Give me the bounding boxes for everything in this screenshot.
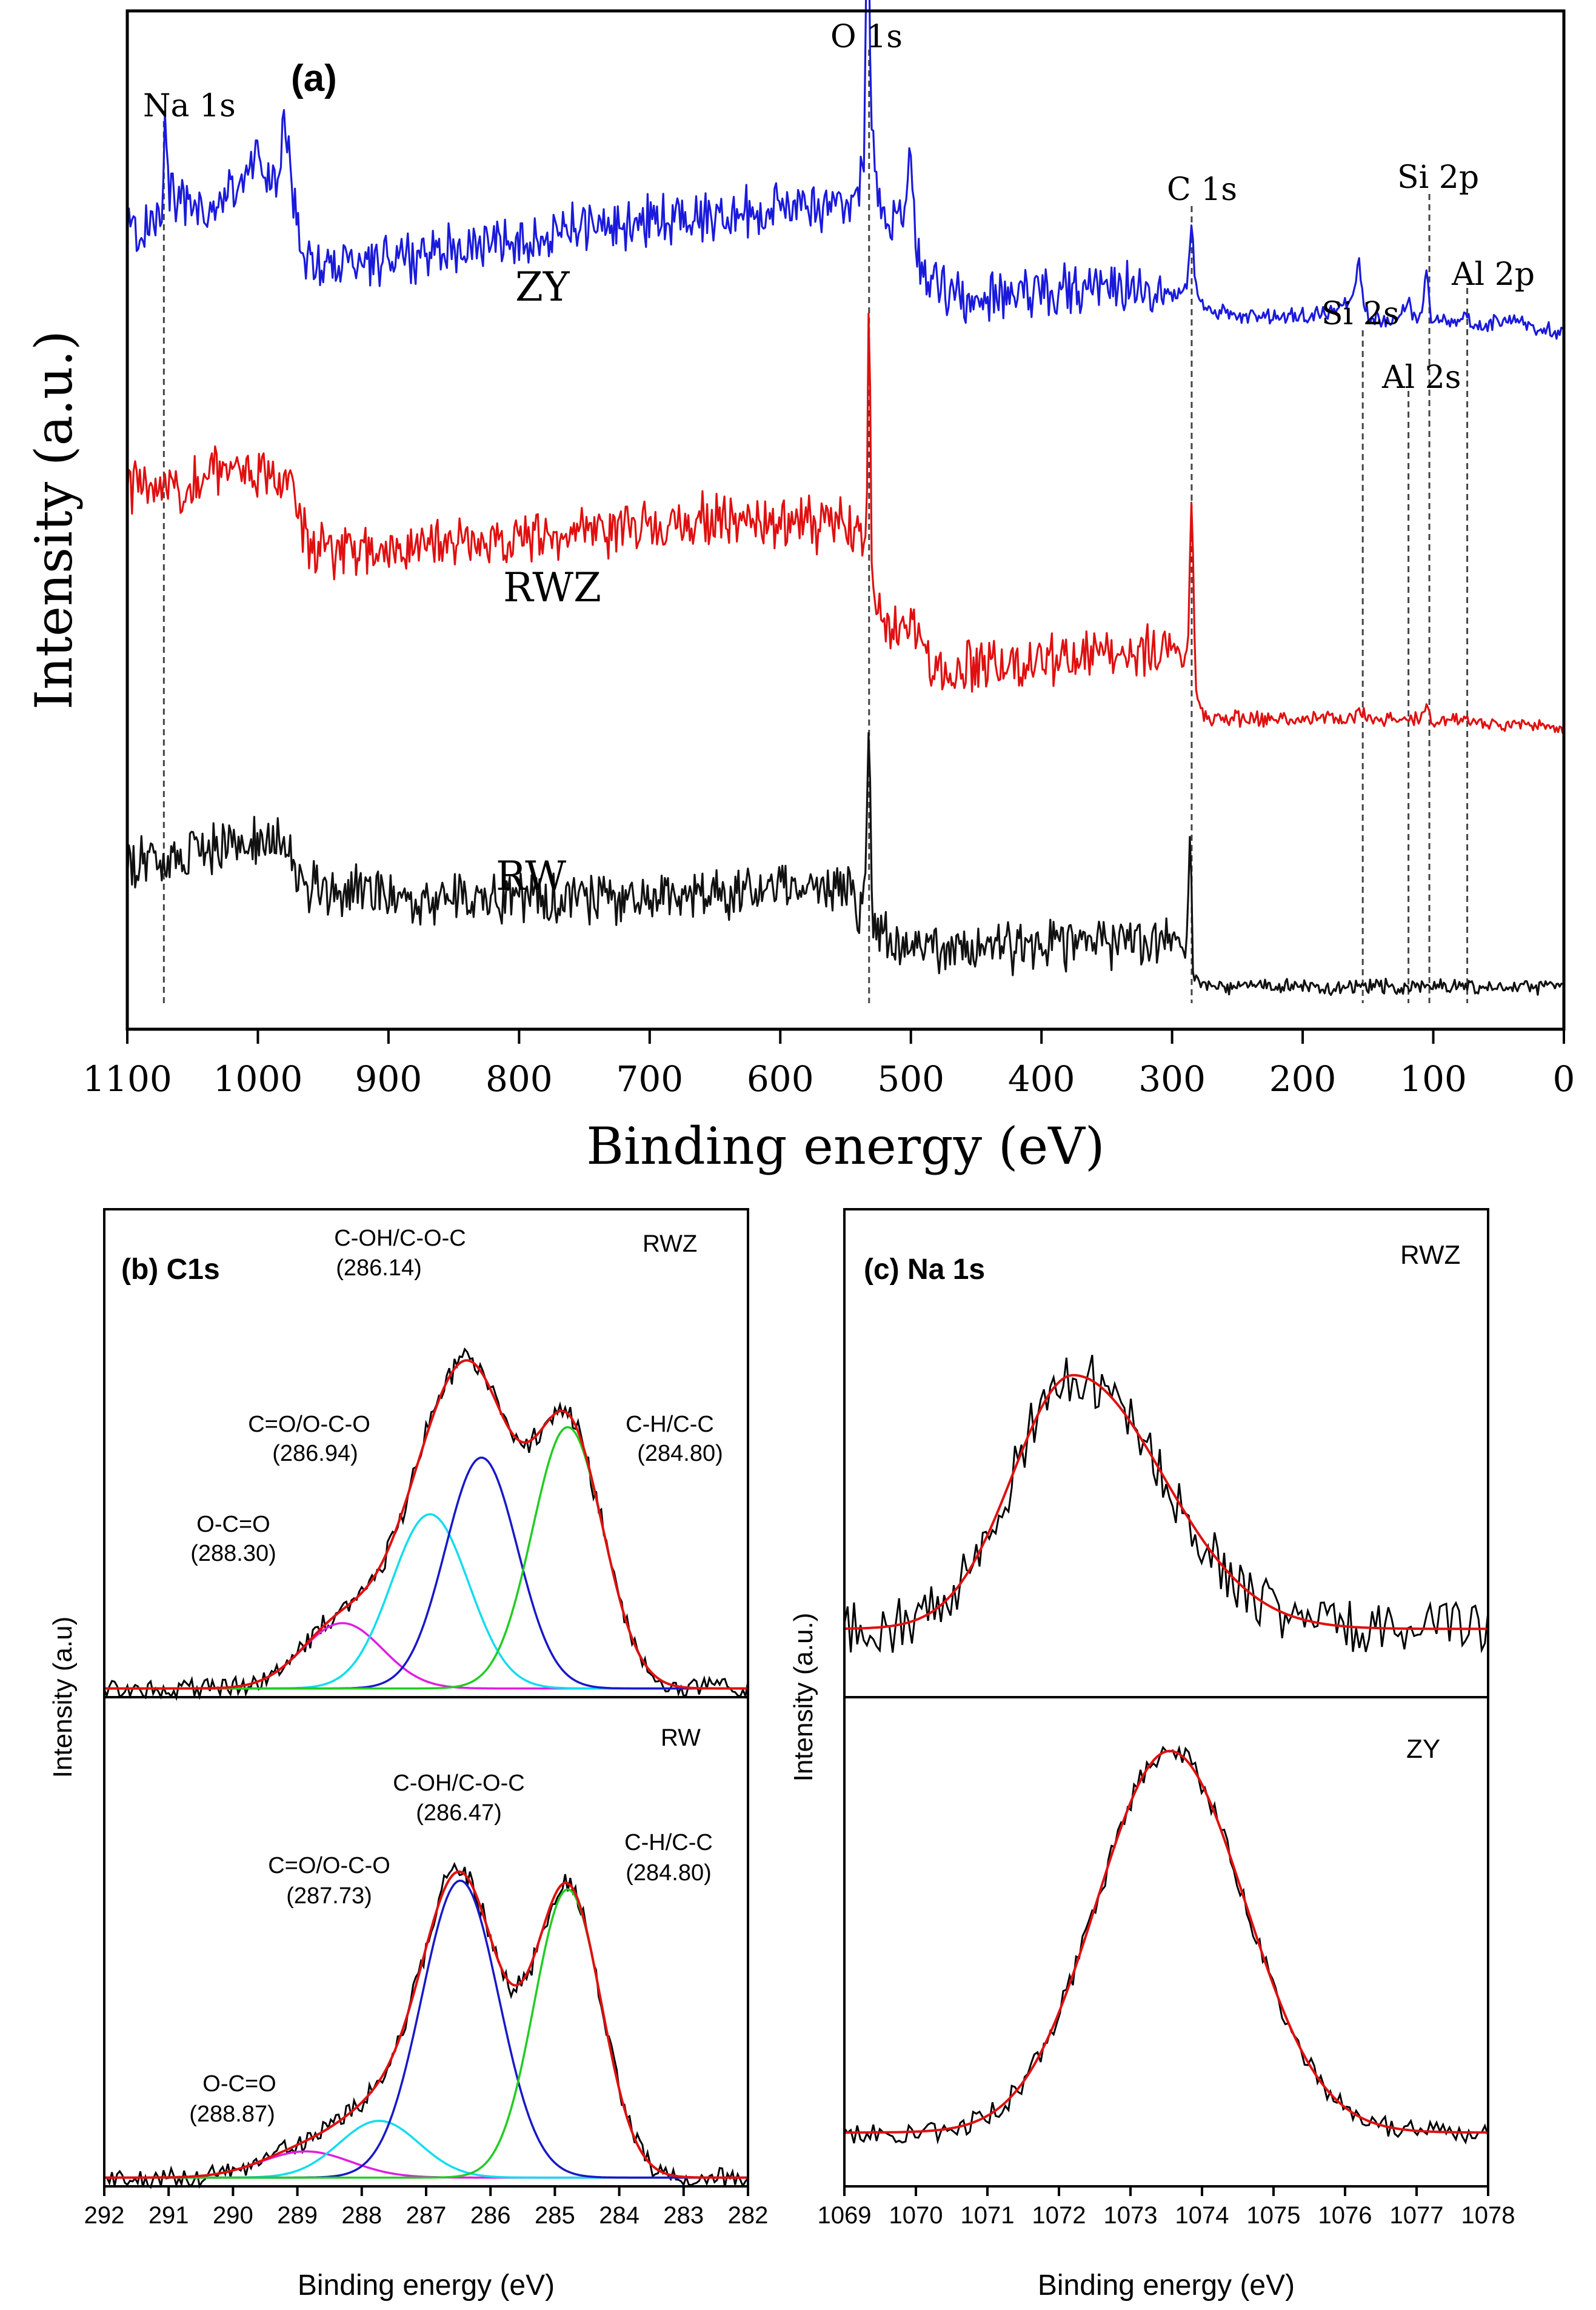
rwz-label-c-oh: C-OH/C-O-C [334, 1226, 466, 1251]
panel-b-x-tick-label-286: 286 [470, 2202, 511, 2229]
rw-value-o-c-eq-o: (288.87) [189, 2101, 275, 2127]
panel-b-x-tick-label-282: 282 [728, 2202, 769, 2229]
rwz-value-o-c-eq-o: (288.30) [190, 1541, 276, 1566]
panel-b-x-tick-label-284: 284 [599, 2202, 639, 2229]
rw-label-o-c-eq-o: O-C=O [202, 2071, 276, 2097]
panel-b-title: (b) C1s [121, 1253, 220, 1286]
panel-a-x-tick-label-500: 500 [877, 1058, 944, 1100]
rwz-label-c-eq-o: C=O/O-C-O [248, 1412, 370, 1437]
panel-a: 1100 1000 900 800 700 600 500 400 300 200 100 0 (a)… [24, 0, 1575, 1176]
panel-c-x-tick-label-1071: 1071 [961, 2202, 1015, 2229]
panel-a-x-tick-label-1000: 1000 [213, 1058, 303, 1100]
panel-a-x-tick-label-700: 700 [616, 1058, 683, 1100]
rwz-value-c-oh: (286.14) [336, 1255, 422, 1281]
peak-label-al-2s: Al 2s [1381, 359, 1461, 396]
panel-c-sample-zy: ZY [1406, 1734, 1440, 1764]
panel-b-x-tick-label-291: 291 [149, 2202, 189, 2229]
series-label-rw: RW [496, 853, 566, 900]
series-line-rw [126, 732, 1563, 996]
panel-a-x-tick-label-1100: 1100 [82, 1058, 172, 1100]
panel-c-x-tick-label-1075: 1075 [1247, 2202, 1301, 2229]
panel-a-series [126, 0, 1564, 996]
series-line-zy [126, 0, 1564, 340]
panel-a-x-tick-label-600: 600 [747, 1058, 814, 1100]
rw-value-c-eq-o: (287.73) [286, 1883, 372, 1909]
rw-value-c-h: (284.80) [626, 1860, 712, 1886]
panel-a-x-tick-label-0: 0 [1553, 1058, 1575, 1100]
panel-c-x-tick-label-1070: 1070 [889, 2202, 943, 2229]
peak-label-na-1s: Na 1s [143, 88, 236, 124]
panel-a-x-tick-label-100: 100 [1400, 1058, 1467, 1100]
panel-c-x-tick-label-1069: 1069 [818, 2202, 872, 2229]
series-label-rwz: RWZ [503, 564, 601, 611]
panel-a-x-axis-label: Binding energy (eV) [586, 1117, 1104, 1176]
panel-a-x-tick-label-200: 200 [1269, 1058, 1337, 1100]
panel-b-x-ticks: 292 291 290 289 288 287 286 285 284 283 282 [84, 2186, 769, 2229]
panel-c-x-ticks: 1069 1070 1071 1072 1073 1074 1075 1076 1077 1078 [818, 2186, 1515, 2229]
rwz-label-c-h: C-H/C-C [626, 1412, 714, 1437]
c1s-rw-envelope-fit [104, 1870, 748, 2179]
panel-b-sample-rwz: RWZ [643, 1230, 697, 1257]
panel-b-x-tick-label-292: 292 [84, 2202, 125, 2229]
panel-c-y-axis-label: Intensity (a.u.) [789, 1613, 818, 1782]
panel-c: 1069 1070 1071 1072 1073 1074 1075 1076 1077 1078… [789, 1208, 1515, 2302]
series-label-zy: ZY [515, 264, 570, 310]
panel-a-x-ticks: 1100 1000 900 800 700 600 500 400 300 200 100 0 [82, 1029, 1575, 1100]
panel-b-x-tick-label-283: 283 [663, 2202, 704, 2229]
na1s-rwz-raw-spectrum [843, 1355, 1489, 1654]
panel-b-x-tick-label-290: 290 [213, 2202, 253, 2229]
panel-b-sample-rw: RW [661, 1724, 701, 1751]
panel-c-title: (c) Na 1s [864, 1253, 985, 1286]
panel-b-x-tick-label-289: 289 [277, 2202, 318, 2229]
panel-c-curves [843, 1355, 1489, 2145]
panel-b-y-axis-label: Intensity (a.u) [48, 1617, 78, 1778]
peak-label-o-1s: O 1s [830, 19, 903, 55]
panel-a-title: (a) [291, 58, 337, 99]
rwz-label-o-c-eq-o: O-C=O [196, 1512, 270, 1537]
rw-label-c-h: C-H/C-C [624, 1830, 713, 1855]
c1s-rwz-envelope-fit [104, 1359, 748, 1690]
peak-label-al-2p: Al 2p [1451, 256, 1535, 293]
rw-label-c-oh: C-OH/C-O-C [393, 1771, 524, 1796]
panel-c-x-tick-label-1073: 1073 [1104, 2202, 1158, 2229]
panel-b-x-tick-label-287: 287 [406, 2202, 447, 2229]
na1s-rwz-fit [844, 1374, 1488, 1631]
rw-value-c-oh: (286.47) [416, 1800, 502, 1826]
panel-c-sample-rwz: RWZ [1400, 1240, 1460, 1270]
panel-b-x-axis-label: Binding energy (eV) [298, 2269, 555, 2302]
panel-a-x-tick-label-400: 400 [1008, 1058, 1075, 1100]
panel-c-x-tick-label-1072: 1072 [1032, 2202, 1086, 2229]
panel-b-x-tick-label-288: 288 [341, 2202, 382, 2229]
panel-b-curves [103, 1347, 749, 2189]
panel-a-x-tick-label-300: 300 [1138, 1058, 1206, 1100]
peak-label-c-1s: C 1s [1167, 172, 1237, 208]
series-line-rwz [126, 312, 1564, 734]
panel-a-frame [125, 9, 1566, 1031]
panel-b-x-tick-label-285: 285 [535, 2202, 575, 2229]
peak-label-si-2s: Si 2s [1321, 296, 1400, 332]
panel-b: 292 291 290 289 288 287 286 285 284 283 282 (b) C1… [48, 1208, 769, 2302]
panel-c-x-tick-label-1074: 1074 [1175, 2202, 1229, 2229]
rw-label-c-eq-o: C=O/O-C-O [268, 1853, 390, 1878]
na1s-zy-fit [844, 1749, 1489, 2134]
rwz-value-c-h: (284.80) [637, 1441, 723, 1466]
peak-label-si-2p: Si 2p [1397, 159, 1479, 196]
panel-a-x-tick-label-900: 900 [355, 1058, 422, 1100]
panel-c-x-axis-label: Binding energy (eV) [1038, 2269, 1295, 2302]
rwz-value-c-eq-o: (286.94) [272, 1441, 358, 1466]
panel-a-y-axis-label: Intensity (a.u.) [24, 330, 84, 710]
panel-c-x-tick-label-1076: 1076 [1318, 2202, 1372, 2229]
panel-a-x-tick-label-800: 800 [486, 1058, 553, 1100]
panel-c-x-tick-label-1078: 1078 [1461, 2202, 1515, 2229]
panel-c-x-tick-label-1077: 1077 [1390, 2202, 1444, 2229]
